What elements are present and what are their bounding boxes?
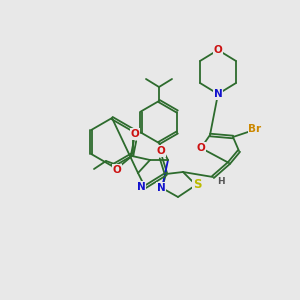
Text: Br: Br: [248, 124, 262, 134]
Text: O: O: [196, 143, 206, 153]
Text: O: O: [112, 165, 122, 175]
Text: N: N: [136, 182, 146, 192]
Text: S: S: [193, 178, 201, 191]
Text: O: O: [214, 45, 222, 55]
Text: N: N: [214, 89, 222, 99]
Text: N: N: [157, 183, 165, 193]
Text: O: O: [157, 146, 165, 156]
Text: O: O: [130, 129, 140, 139]
Text: H: H: [217, 178, 225, 187]
